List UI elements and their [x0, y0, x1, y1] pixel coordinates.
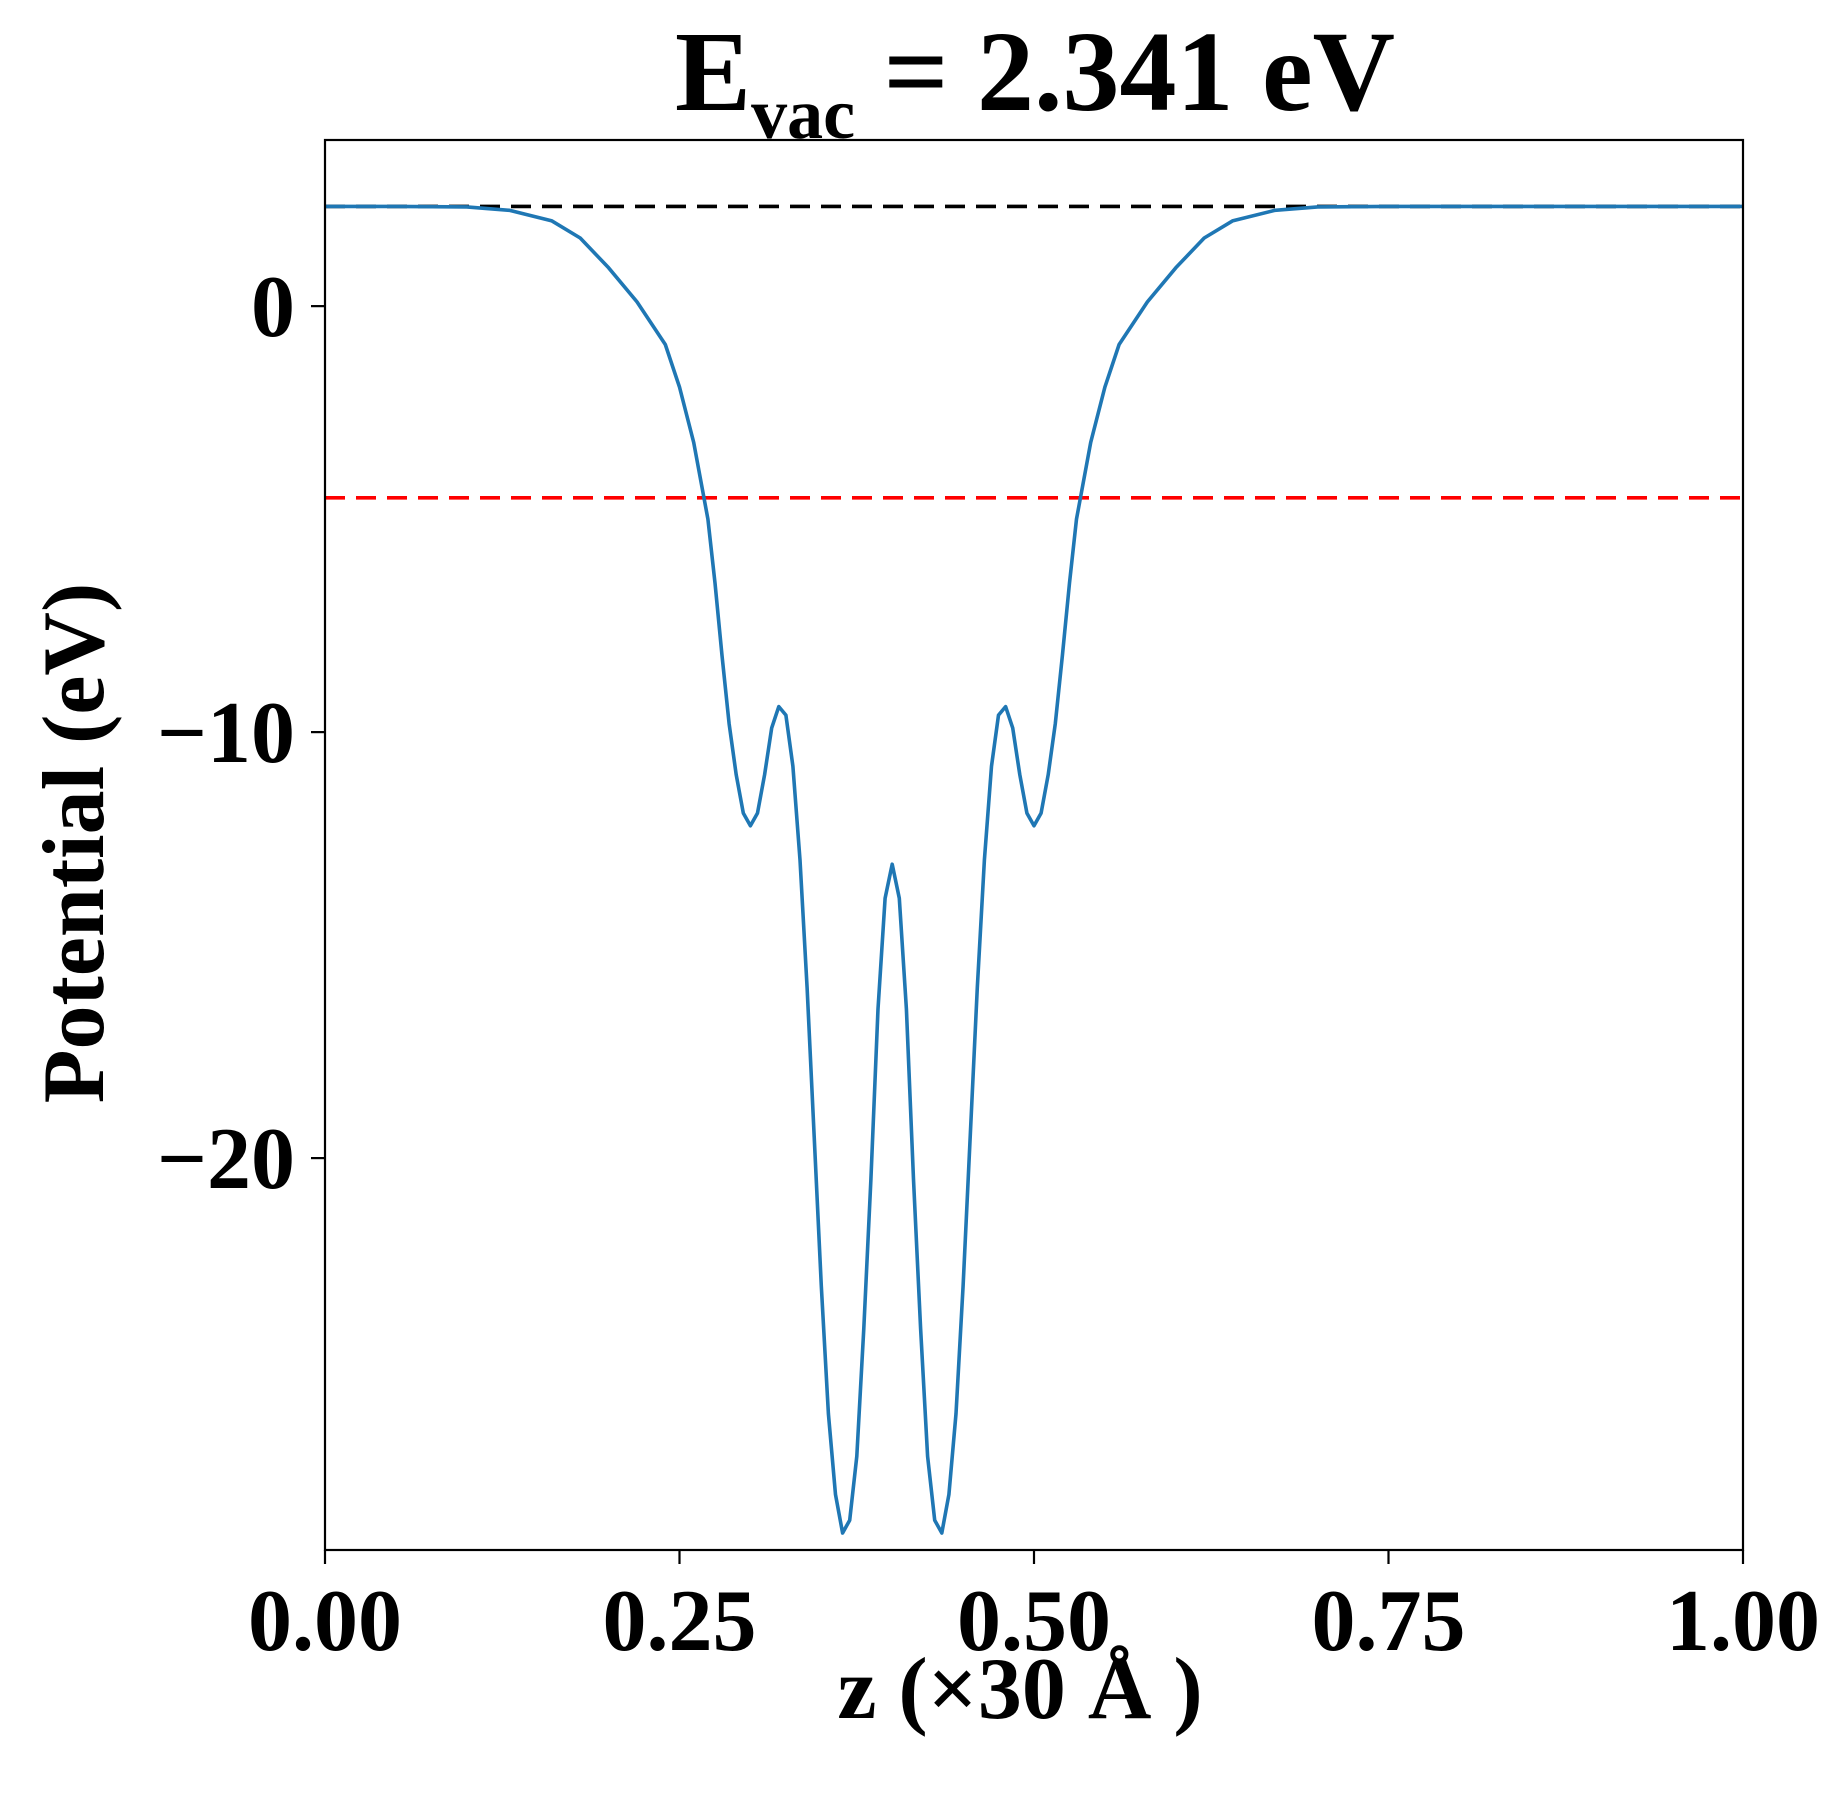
y-tick-label: 0 — [251, 259, 295, 356]
plot-area — [323, 138, 1745, 1552]
x-tick-label: 0.00 — [248, 1573, 402, 1670]
x-tick-label: 0.25 — [603, 1573, 757, 1670]
x-tick-label: 0.50 — [957, 1573, 1111, 1670]
x-tick-label: 1.00 — [1666, 1573, 1820, 1670]
x-tick-label: 0.75 — [1312, 1573, 1466, 1670]
y-axis-ticks: 0 −10 −20 — [157, 259, 325, 1208]
chart-title: Evac = 2.341 eV — [675, 8, 1395, 154]
axes-frame — [323, 138, 1745, 1552]
chart-title-subscript: vac — [751, 74, 855, 154]
potential-curve — [325, 204, 1743, 1535]
y-tick-label: −10 — [157, 685, 295, 782]
reference-lines — [325, 204, 1743, 500]
y-tick-label: −20 — [157, 1111, 295, 1208]
chart-title-rest: = 2.341 eV — [855, 8, 1395, 135]
chart-title-main: E — [675, 8, 751, 135]
x-axis-label: z (×30 Å ) — [837, 1641, 1202, 1738]
y-axis-label: Potential (eV) — [26, 583, 123, 1103]
x-axis-ticks: 0.00 0.25 0.50 0.75 1.00 — [248, 1550, 1820, 1670]
